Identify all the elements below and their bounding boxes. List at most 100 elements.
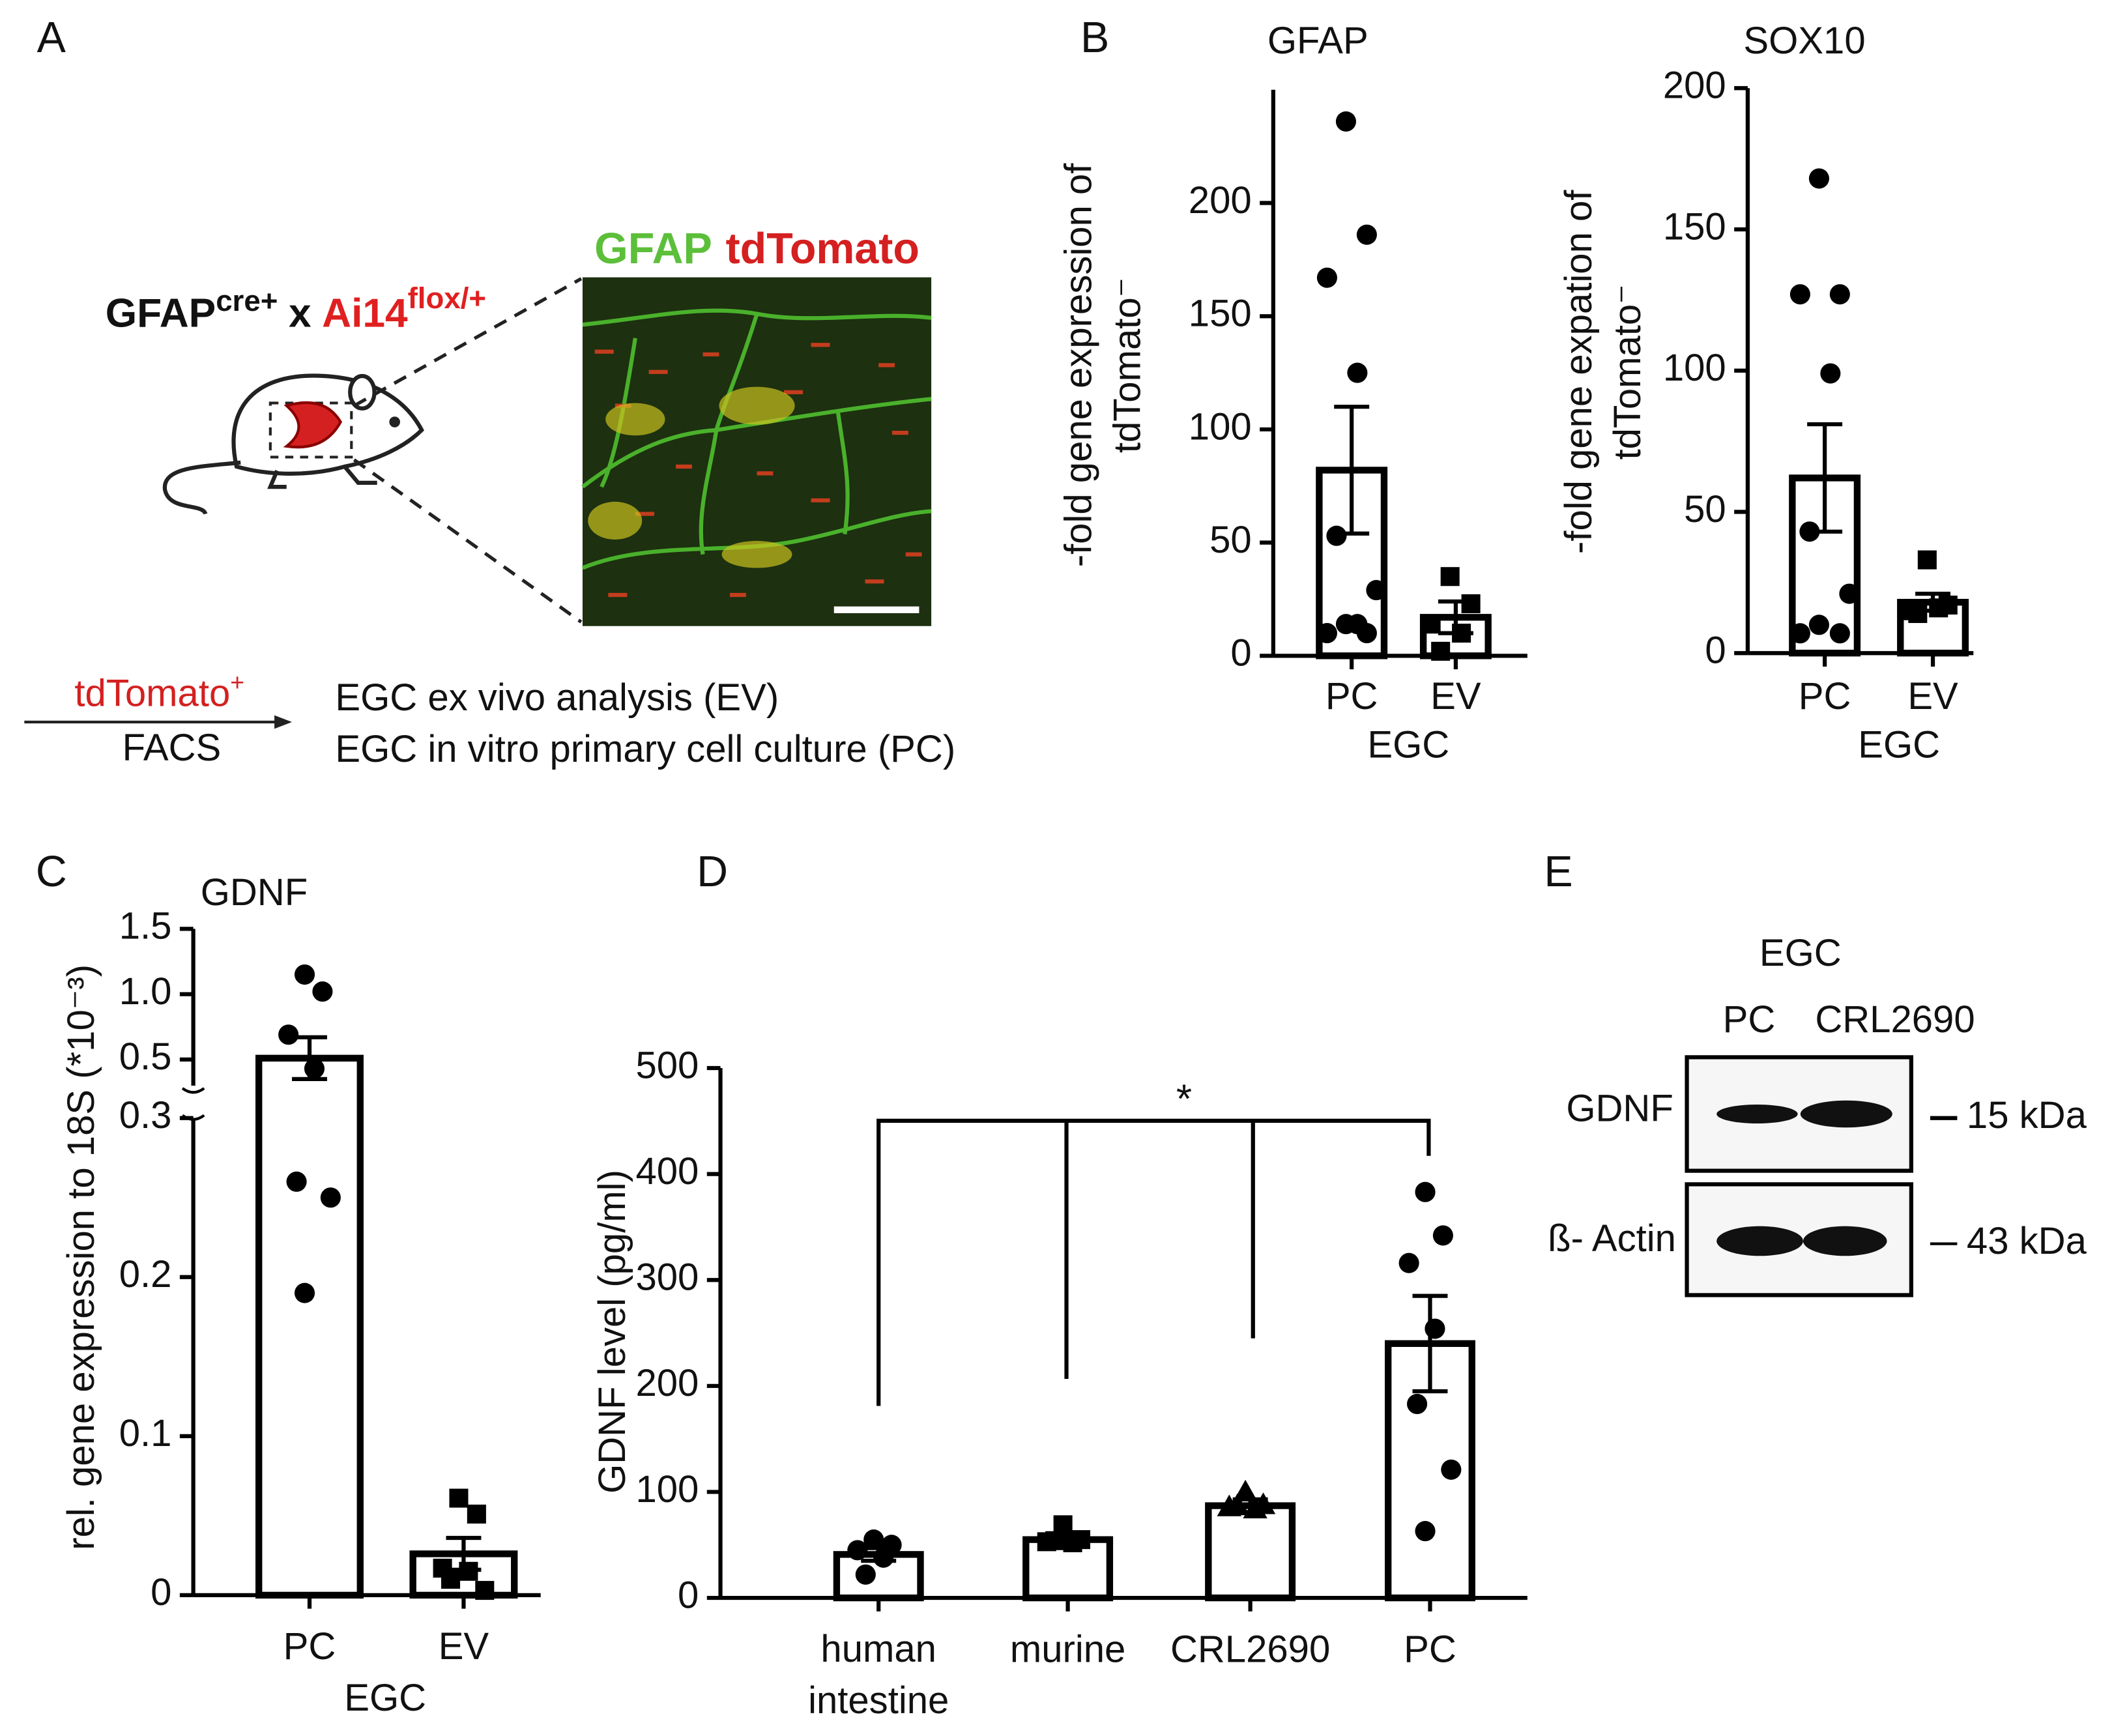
genotype-part: Ai14: [322, 291, 408, 336]
mouse: [162, 373, 424, 515]
data-point: [1347, 362, 1368, 383]
chart-title: GFAP: [1267, 20, 1368, 62]
blot-marker: 43 kDa: [1967, 1220, 2087, 1262]
data-point: [1808, 615, 1829, 635]
data-point: [1335, 111, 1357, 132]
x-axis-label: EGC: [1858, 724, 1940, 766]
data-point: [1440, 567, 1460, 586]
blot-row-label: ß- Actin: [1548, 1217, 1676, 1260]
y-tick-label: 100: [1189, 405, 1252, 448]
image-title: GFAP tdTomato: [594, 225, 919, 273]
sort-label-main: tdTomato: [74, 673, 230, 715]
data-point: [1452, 624, 1471, 643]
data-point: [1326, 525, 1347, 546]
data-point: [1316, 267, 1337, 288]
data-point: [320, 1187, 341, 1208]
data-point: [294, 964, 315, 985]
sort-label: tdTomato+: [74, 669, 244, 715]
data-point: [1243, 1496, 1267, 1518]
y-tick-label: 50: [1684, 488, 1726, 530]
data-point: [1799, 521, 1820, 542]
y-axis-label: tdTomato⁻: [1106, 278, 1148, 453]
data-point: [1398, 1252, 1419, 1273]
data-point: [294, 1282, 315, 1303]
y-tick-label: 0.3: [119, 1094, 172, 1136]
chart-title: GDNF: [201, 871, 308, 914]
data-point: [1461, 594, 1481, 613]
arrow-head: [274, 715, 293, 729]
x-tick-label: PC: [1799, 675, 1851, 717]
y-tick-label: 0.1: [119, 1412, 172, 1454]
panel-label: B: [1080, 14, 1109, 62]
micrograph: [581, 277, 932, 626]
bar: [255, 1054, 364, 1599]
y-tick-label: 50: [1209, 519, 1252, 561]
data-point: [1431, 641, 1451, 661]
lane-label: PC: [1723, 998, 1776, 1041]
data-point: [278, 1024, 299, 1045]
chart-title: SOX10: [1743, 20, 1865, 62]
data-point: [1225, 1493, 1250, 1516]
zoom-line: [353, 277, 583, 407]
genotype-sup: cre+: [216, 284, 278, 317]
y-tick-label: 0: [678, 1574, 699, 1616]
data-point: [1415, 1181, 1436, 1202]
data-point: [1829, 623, 1850, 644]
panel-label: C: [36, 848, 67, 896]
significance-star: *: [1176, 1077, 1192, 1121]
y-axis-label: -fold gene expation of: [1557, 190, 1600, 554]
data-point: [863, 1529, 884, 1550]
y-tick-label: 0.5: [119, 1035, 172, 1078]
data-point: [1808, 168, 1829, 189]
sort-method: FACS: [123, 727, 222, 769]
data-point: [467, 1504, 486, 1524]
sort-label-sup: +: [230, 669, 244, 696]
output-label: EGC ex vivo analysis (EV): [335, 676, 779, 719]
data-point: [1820, 363, 1841, 384]
data-point: [286, 1171, 307, 1192]
data-point: [1407, 1393, 1428, 1415]
blot-row-label: GDNF: [1566, 1088, 1673, 1130]
y-tick-label: 200: [635, 1362, 699, 1404]
blot-marker: 15 kDa: [1967, 1094, 2087, 1136]
data-point: [1441, 1459, 1462, 1480]
data-point: [1829, 284, 1850, 305]
y-tick-label: 300: [635, 1256, 699, 1299]
y-axis-label: -fold gene expression of: [1058, 163, 1100, 568]
bar: [1205, 1502, 1296, 1602]
y-tick-label: 150: [1663, 205, 1726, 248]
image-label: GFAP: [594, 225, 712, 273]
genotype: GFAPcre+ x Ai14flox/+: [106, 282, 486, 336]
y-tick-label: 1.0: [119, 970, 172, 1013]
y-tick-label: 200: [1189, 179, 1252, 222]
x-tick-label: PC: [1404, 1628, 1456, 1670]
data-point: [1063, 1533, 1082, 1553]
data-point: [449, 1488, 469, 1508]
x-tick-label: EV: [1430, 675, 1481, 717]
data-point: [855, 1564, 876, 1585]
bar: [409, 1550, 518, 1599]
y-tick-label: 400: [635, 1150, 699, 1193]
data-point: [1421, 615, 1441, 634]
data-point: [847, 1540, 868, 1561]
data-point: [1908, 603, 1928, 624]
data-point: [1415, 1521, 1436, 1542]
data-point: [1316, 623, 1337, 644]
significance-bracket: [876, 1118, 1431, 1406]
x-axis-label: EGC: [344, 1677, 426, 1719]
data-point: [1233, 1479, 1258, 1501]
data-point: [1839, 583, 1860, 604]
data-point: [1432, 1225, 1453, 1246]
y-tick-label: 0: [1705, 629, 1726, 672]
x-tick-label: PC: [283, 1625, 336, 1668]
output-label: EGC in vitro primary cell culture (PC): [335, 728, 955, 770]
data-point: [312, 981, 333, 1002]
x-tick-label: human intestine: [808, 1628, 949, 1722]
zoom-line: [353, 458, 583, 624]
data-point: [873, 1547, 894, 1568]
y-tick-label: 0: [151, 1571, 171, 1613]
x-tick-label: EV: [1907, 675, 1958, 717]
x-tick-label-line: human: [820, 1628, 936, 1670]
y-axis-label: tdTomato⁻: [1606, 284, 1649, 459]
